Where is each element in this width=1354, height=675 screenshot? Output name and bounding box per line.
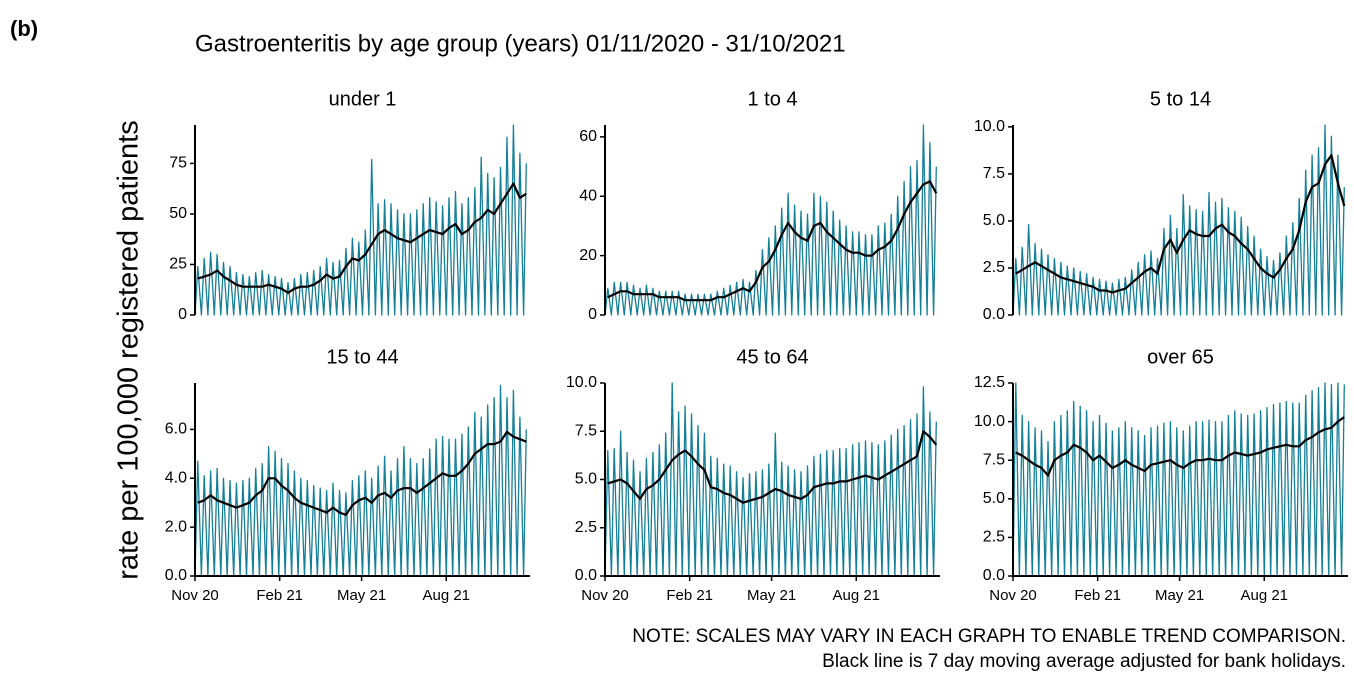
x-tick-label: Aug 21 [422,587,470,604]
x-tick-label: Feb 21 [666,587,713,604]
x-tick-label: Feb 21 [256,587,303,604]
y-tick-label: 7.5 [983,451,1005,468]
y-tick-label: 60 [579,128,597,145]
panel-title: 1 to 4 [747,88,797,110]
note: Black line is 7 day moving average adjus… [822,651,1346,672]
y-tick-label: 4.0 [165,469,187,486]
series-line [197,430,527,516]
y-axis-label: rate per 100,000 registered patients [113,120,145,579]
x-tick-label: May 21 [337,587,386,604]
series-line [604,124,937,316]
y-tick-label: 75 [169,155,187,172]
panel-title: under 1 [329,88,397,110]
y-tick-label: 20 [579,247,597,264]
series-line [1012,124,1345,316]
figure-title: Gastroenteritis by age group (years) 01/… [195,30,846,57]
y-tick-label: 7.5 [983,165,1005,182]
y-tick-label: 0.0 [165,567,187,584]
series-line [197,182,527,294]
x-tick-label: Nov 20 [171,587,219,604]
y-tick-label: 25 [169,256,187,273]
y-tick-label: 10.0 [974,118,1005,135]
x-tick-label: Feb 21 [1074,587,1121,604]
x-tick-label: Nov 20 [581,587,629,604]
y-tick-label: 2.5 [983,529,1005,546]
panel-title: 5 to 14 [1150,88,1211,110]
panel-title: over 65 [1147,346,1214,368]
panel-label: (b) [10,16,38,41]
y-tick-label: 10.0 [974,413,1005,430]
panel-title: 45 to 64 [736,346,808,368]
series-line [607,430,938,504]
series-line [194,124,527,316]
y-tick-label: 5.0 [983,212,1005,229]
x-tick-label: Aug 21 [1240,587,1288,604]
y-tick-label: 12.5 [974,374,1005,391]
series-line [1015,416,1345,477]
y-tick-label: 2.0 [165,518,187,535]
y-tick-label: 0.0 [983,567,1005,584]
series-line [194,384,527,577]
y-tick-label: 10.0 [566,374,597,391]
series-line [1015,154,1346,294]
y-tick-label: 2.5 [575,519,597,536]
y-tick-label: 7.5 [575,422,597,439]
series-line [607,180,938,302]
x-tick-label: May 21 [747,587,796,604]
y-tick-label: 40 [579,187,597,204]
x-tick-label: Nov 20 [989,587,1037,604]
x-tick-label: May 21 [1155,587,1204,604]
y-tick-label: 0 [588,306,597,323]
y-tick-label: 0 [178,306,187,323]
y-tick-label: 50 [169,205,187,222]
series-line [1012,382,1345,577]
x-tick-label: Aug 21 [832,587,880,604]
series-line [604,382,937,577]
panel-title: 15 to 44 [326,346,398,368]
y-tick-label: 2.5 [983,259,1005,276]
y-tick-label: 6.0 [165,421,187,438]
y-tick-label: 0.0 [983,306,1005,323]
y-tick-label: 5.0 [983,490,1005,507]
y-tick-label: 5.0 [575,471,597,488]
y-tick-label: 0.0 [575,567,597,584]
note: NOTE: SCALES MAY VARY IN EACH GRAPH TO E… [632,626,1346,647]
